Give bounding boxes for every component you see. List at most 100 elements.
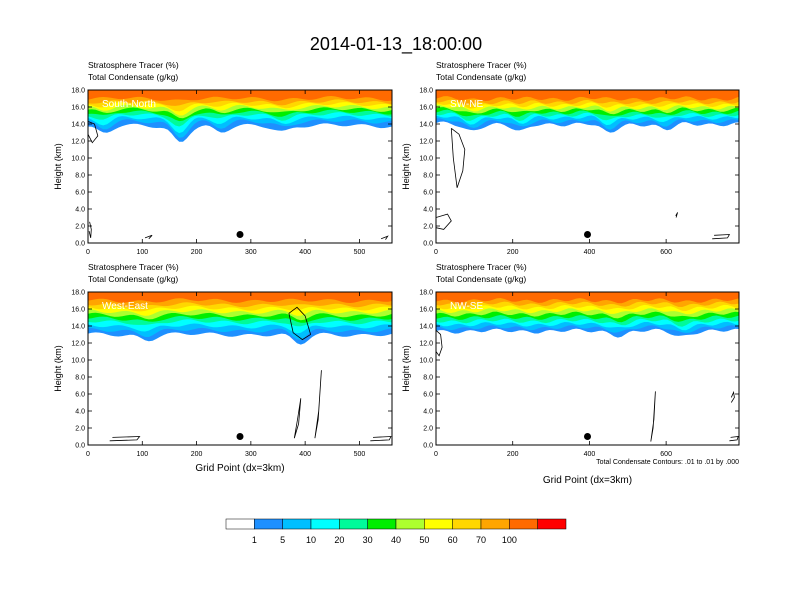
tracer-field	[436, 90, 739, 240]
colorbar-label: 30	[363, 535, 373, 545]
tracer-field	[88, 292, 392, 442]
y-tick-label: 12.0	[419, 341, 433, 348]
panel-3: NW-SE Stratosphere Tracer (%) Total Conden…	[401, 262, 740, 486]
plot-frame	[87, 89, 393, 244]
condensate-contour	[436, 330, 443, 357]
x-tick-label: 0	[86, 451, 90, 458]
x-tick-label: 0	[434, 451, 438, 458]
y-tick-label: 10.0	[419, 156, 433, 163]
y-axis-label: Height (km)	[401, 345, 411, 392]
y-tick-label: 4.0	[423, 409, 433, 416]
condensate-contour	[436, 213, 452, 230]
panel-title-line: Stratosphere Tracer (%)	[436, 60, 527, 70]
y-tick-label: 14.0	[71, 122, 85, 129]
x-tick-label: 0	[86, 249, 90, 256]
y-tick-label: 10.0	[71, 358, 85, 365]
y-tick-label: 10.0	[419, 358, 433, 365]
colorbar-box	[395, 518, 425, 530]
tracer-field	[436, 292, 739, 442]
condensate-contour	[729, 436, 739, 442]
panel-title-line: Total Condensate (g/kg)	[436, 274, 526, 284]
colorbar-box	[339, 518, 368, 530]
colorbar: 1 5 10 20 30 40 50 60 70 100	[225, 518, 567, 545]
y-tick-label: 0.0	[423, 443, 433, 450]
y-tick-label: 10.0	[71, 156, 85, 163]
condensate-contour	[650, 391, 656, 442]
panel-label: NW-SE	[450, 301, 483, 312]
condensate-contour	[450, 127, 466, 188]
y-tick-label: 0.0	[75, 241, 85, 248]
condensate-contour	[380, 235, 389, 240]
y-tick-label: 0.0	[423, 241, 433, 248]
condensate-contour	[144, 234, 153, 240]
colorbar-label: 70	[476, 535, 486, 545]
colorbar-box	[424, 518, 453, 530]
y-tick-label: 2.0	[75, 224, 85, 231]
x-tick-label: 300	[245, 451, 257, 458]
colorbar-label: 10	[306, 535, 316, 545]
x-axis-label: Grid Point (dx=3km)	[195, 463, 284, 474]
y-tick-label: 14.0	[419, 122, 433, 129]
y-tick-label: 12.0	[419, 139, 433, 146]
tracer-band-100	[436, 90, 739, 101]
condensate-contour	[88, 121, 99, 144]
tracer-band-100	[436, 292, 739, 304]
panel-title-line: Total Condensate (g/kg)	[436, 72, 526, 82]
y-tick-label: 8.0	[423, 173, 433, 180]
x-tick-label: 400	[299, 451, 311, 458]
y-tick-label: 4.0	[423, 207, 433, 214]
colorbar-box	[509, 518, 538, 530]
y-tick-label: 6.0	[423, 392, 433, 399]
tracer-field	[88, 90, 392, 240]
condensate-contour	[109, 436, 141, 442]
y-tick-label: 14.0	[71, 324, 85, 331]
x-tick-label: 600	[660, 451, 672, 458]
colorbar-box	[254, 518, 283, 530]
y-tick-label: 6.0	[75, 190, 85, 197]
panel-title-line: Stratosphere Tracer (%)	[88, 60, 179, 70]
y-tick-label: 8.0	[75, 173, 85, 180]
y-tick-label: 8.0	[75, 375, 85, 382]
panel-2: West-East Stratosphere Tracer (%) Total Co…	[53, 262, 393, 474]
colorbar-label: 20	[334, 535, 344, 545]
x-tick-label: 400	[584, 451, 596, 458]
x-axis-label: Grid Point (dx=3km)	[543, 475, 632, 486]
panel-title-line: Stratosphere Tracer (%)	[436, 262, 527, 272]
y-tick-label: 16.0	[419, 307, 433, 314]
location-marker	[236, 231, 244, 238]
x-tick-label: 300	[245, 249, 257, 256]
plot-frame	[435, 89, 740, 244]
y-tick-label: 4.0	[75, 207, 85, 214]
y-axis-label: Height (km)	[53, 143, 63, 190]
panel-title-line: Total Condensate (g/kg)	[88, 274, 178, 284]
y-tick-label: 6.0	[423, 190, 433, 197]
y-tick-label: 16.0	[419, 105, 433, 112]
contour-note: Total Condensate Contours: .01 to .01 by…	[596, 459, 739, 466]
y-tick-label: 18.0	[71, 290, 85, 297]
colorbar-box	[225, 518, 255, 530]
y-tick-label: 14.0	[419, 324, 433, 331]
x-tick-label: 200	[507, 249, 519, 256]
y-tick-label: 18.0	[419, 88, 433, 95]
y-tick-label: 2.0	[423, 426, 433, 433]
colorbar-box	[282, 518, 312, 530]
condensate-contour	[712, 234, 731, 240]
x-tick-label: 100	[136, 451, 148, 458]
location-marker	[584, 231, 591, 238]
y-tick-label: 12.0	[71, 139, 85, 146]
y-tick-label: 8.0	[423, 375, 433, 382]
condensate-contour	[730, 390, 735, 403]
colorbar-label: 100	[502, 535, 517, 545]
location-marker	[584, 433, 591, 440]
panel-title-line: Total Condensate (g/kg)	[88, 72, 178, 82]
colorbar-box	[310, 518, 340, 530]
colorbar-label: 50	[419, 535, 429, 545]
panel-1: SW-NE Stratosphere Tracer (%) Total Conden…	[401, 60, 740, 256]
plot-frame	[435, 291, 740, 446]
panel-label: West-East	[102, 301, 148, 312]
y-tick-label: 2.0	[75, 426, 85, 433]
x-tick-label: 400	[299, 249, 311, 256]
x-tick-label: 200	[191, 249, 203, 256]
x-tick-label: 200	[507, 451, 519, 458]
y-tick-label: 16.0	[71, 307, 85, 314]
